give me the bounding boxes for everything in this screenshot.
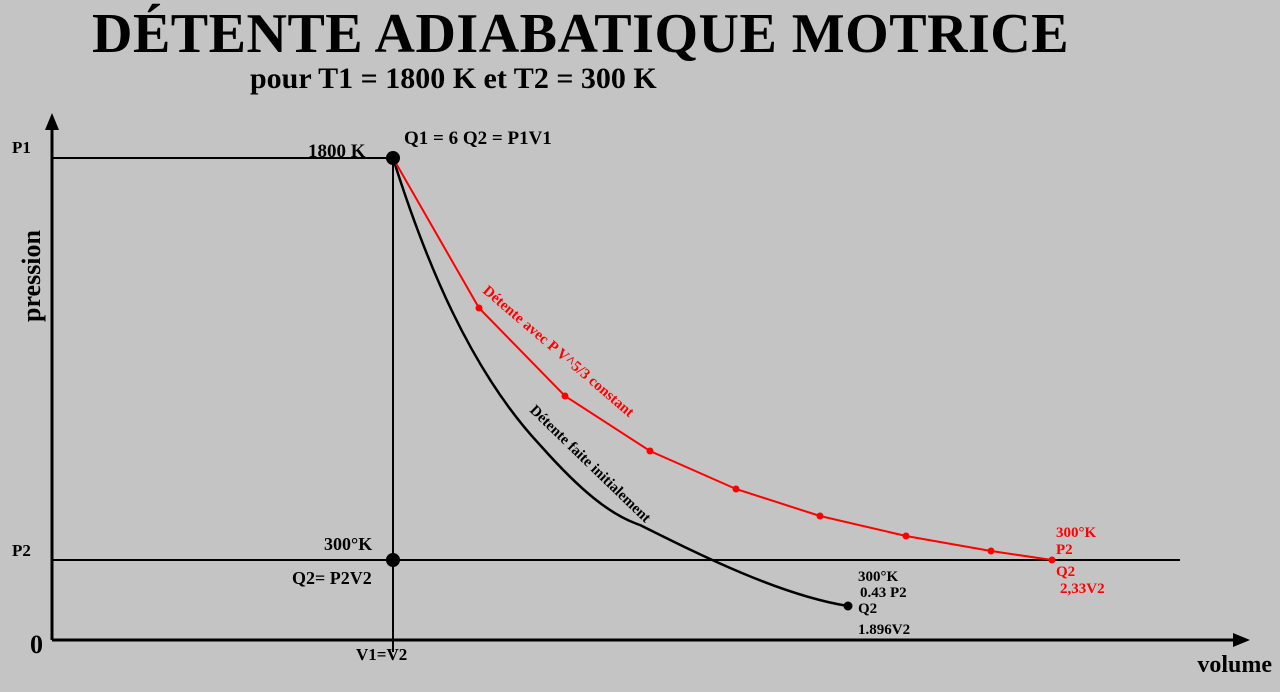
isotherm-temperature-label: 300°K xyxy=(324,534,372,554)
red-curve-markers xyxy=(475,304,1056,564)
black-end-q-label: Q2 xyxy=(858,601,877,617)
red-curve-marker xyxy=(646,447,654,455)
red-curve-marker xyxy=(902,532,910,540)
p1-label: P1 xyxy=(12,138,31,157)
page-subtitle: pour T1 = 1800 K et T2 = 300 K xyxy=(250,62,657,95)
red-curve-marker xyxy=(987,547,995,555)
red-curve-end-marker xyxy=(1048,556,1056,564)
origin-label: 0 xyxy=(30,630,43,659)
red-end-q-label: Q2 xyxy=(1056,564,1075,580)
p2-label: P2 xyxy=(12,541,31,560)
isotherm-heat-label: Q2= P2V2 xyxy=(292,568,372,588)
black-expansion-curve xyxy=(391,157,849,608)
page-title: DÉTENTE ADIABATIQUE MOTRICE xyxy=(92,3,1070,65)
red-curve-marker xyxy=(475,304,483,312)
v1-label: V1=V2 xyxy=(356,645,407,664)
y-axis-arrow-icon xyxy=(45,113,59,130)
black-curve-label: Détente faite initialement xyxy=(526,402,653,526)
black-end-pressure-label: 0.43 P2 xyxy=(860,585,907,601)
start-point xyxy=(386,151,400,165)
start-temperature-label: 1800 K xyxy=(308,141,366,162)
y-axis-label: pression xyxy=(17,229,46,322)
red-curve-marker xyxy=(816,512,824,520)
red-end-pressure-label: P2 xyxy=(1056,542,1073,558)
start-heat-label: Q1 = 6 Q2 = P1V1 xyxy=(404,128,552,149)
red-curve-marker xyxy=(561,392,569,400)
red-expansion-curve xyxy=(392,157,1053,561)
x-axis-arrow-icon xyxy=(1233,633,1250,647)
red-curve-marker xyxy=(732,485,740,493)
black-end-volume-label: 1.896V2 xyxy=(858,622,910,638)
red-end-volume-label: 2,33V2 xyxy=(1060,581,1105,597)
black-end-temperature-label: 300°K xyxy=(858,569,898,585)
isotherm-point xyxy=(386,553,400,567)
x-axis-label: volume xyxy=(1197,652,1272,678)
black-curve-end-point xyxy=(843,601,853,611)
red-end-temperature-label: 300°K xyxy=(1056,525,1096,541)
